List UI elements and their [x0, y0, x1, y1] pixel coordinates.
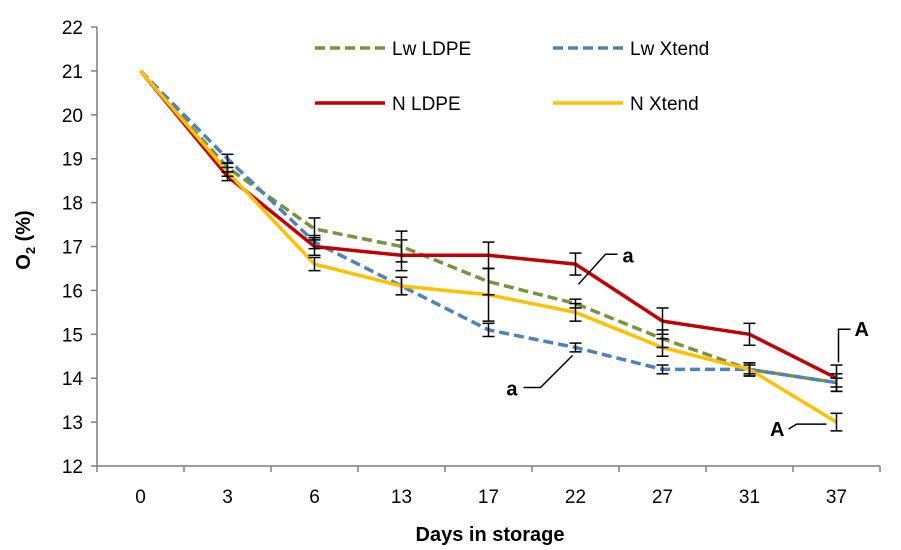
error-bar — [830, 364, 843, 393]
error-bar — [221, 166, 234, 178]
legend-item: N Xtend — [553, 94, 699, 115]
error-bar — [569, 302, 582, 322]
y-tick-label: 22 — [62, 18, 83, 39]
legend: Lw LDPE Lw Xtend N LDPE N Xtend — [315, 39, 709, 115]
x-tick-label: 17 — [478, 487, 499, 508]
error-bar — [569, 252, 582, 276]
legend-item: Lw Xtend — [553, 39, 709, 60]
series-line-lw-ldpe — [139, 69, 837, 385]
error-bar — [482, 322, 495, 338]
y-tick-label: 12 — [62, 457, 83, 478]
y-tick-label: 19 — [62, 150, 83, 171]
error-bar — [656, 337, 669, 357]
error-bar — [569, 342, 582, 353]
y-axis-title-main: O — [13, 254, 35, 270]
y-tick-label: 15 — [62, 325, 83, 346]
y-tick-label: 21 — [62, 62, 83, 83]
y-axis-title: O2 (%) — [13, 210, 38, 269]
x-tick-label: 31 — [739, 487, 760, 508]
error-bar — [743, 322, 756, 347]
annotation-label: A — [770, 419, 827, 441]
x-axis: 0 3 6 13 17 22 27 31 37 — [96, 465, 881, 508]
x-axis-title: Days in storage — [416, 524, 565, 546]
error-bars — [221, 153, 843, 432]
x-tick-label: 0 — [135, 487, 146, 508]
y-tick-label: 14 — [62, 369, 84, 390]
error-bar — [308, 236, 321, 257]
y-tick-label: 16 — [62, 281, 83, 302]
svg-text:A: A — [770, 419, 784, 441]
annotation-label: a — [506, 354, 574, 400]
error-bar — [656, 307, 669, 336]
error-bar — [743, 362, 756, 377]
y-axis-title-subscript: 2 — [23, 247, 38, 254]
legend-label: N Xtend — [630, 94, 699, 115]
y-tick-label: 13 — [62, 413, 83, 434]
x-tick-label: 27 — [652, 487, 673, 508]
x-tick-label: 37 — [826, 487, 847, 508]
legend-label: Lw LDPE — [392, 39, 471, 60]
x-tick-label: 13 — [391, 487, 412, 508]
annotation-label: a — [577, 245, 635, 285]
error-bar — [830, 412, 843, 432]
error-bar — [395, 276, 408, 296]
y-axis: 12 13 14 15 16 17 18 19 20 21 22 — [62, 18, 98, 478]
error-bar — [308, 256, 321, 272]
y-tick-label: 18 — [62, 194, 83, 215]
legend-item: Lw LDPE — [315, 39, 471, 60]
svg-text:A: A — [855, 319, 869, 341]
x-tick-label: 6 — [309, 487, 320, 508]
y-axis-title-rest: (%) — [13, 210, 35, 247]
svg-text:a: a — [623, 245, 635, 267]
svg-text:a: a — [506, 378, 518, 400]
legend-item: N LDPE — [315, 94, 461, 115]
legend-label: N LDPE — [392, 94, 461, 115]
error-bar — [482, 267, 495, 322]
error-bar — [221, 153, 234, 164]
legend-label: Lw Xtend — [630, 39, 709, 60]
annotations: a a A A — [506, 245, 869, 441]
error-bar — [395, 239, 408, 272]
annotation-label: A — [837, 319, 869, 363]
x-tick-label: 22 — [565, 487, 586, 508]
y-tick-label: 17 — [62, 238, 83, 259]
y-tick-label: 20 — [62, 106, 83, 127]
error-bar — [656, 364, 669, 375]
x-tick-label: 3 — [222, 487, 233, 508]
